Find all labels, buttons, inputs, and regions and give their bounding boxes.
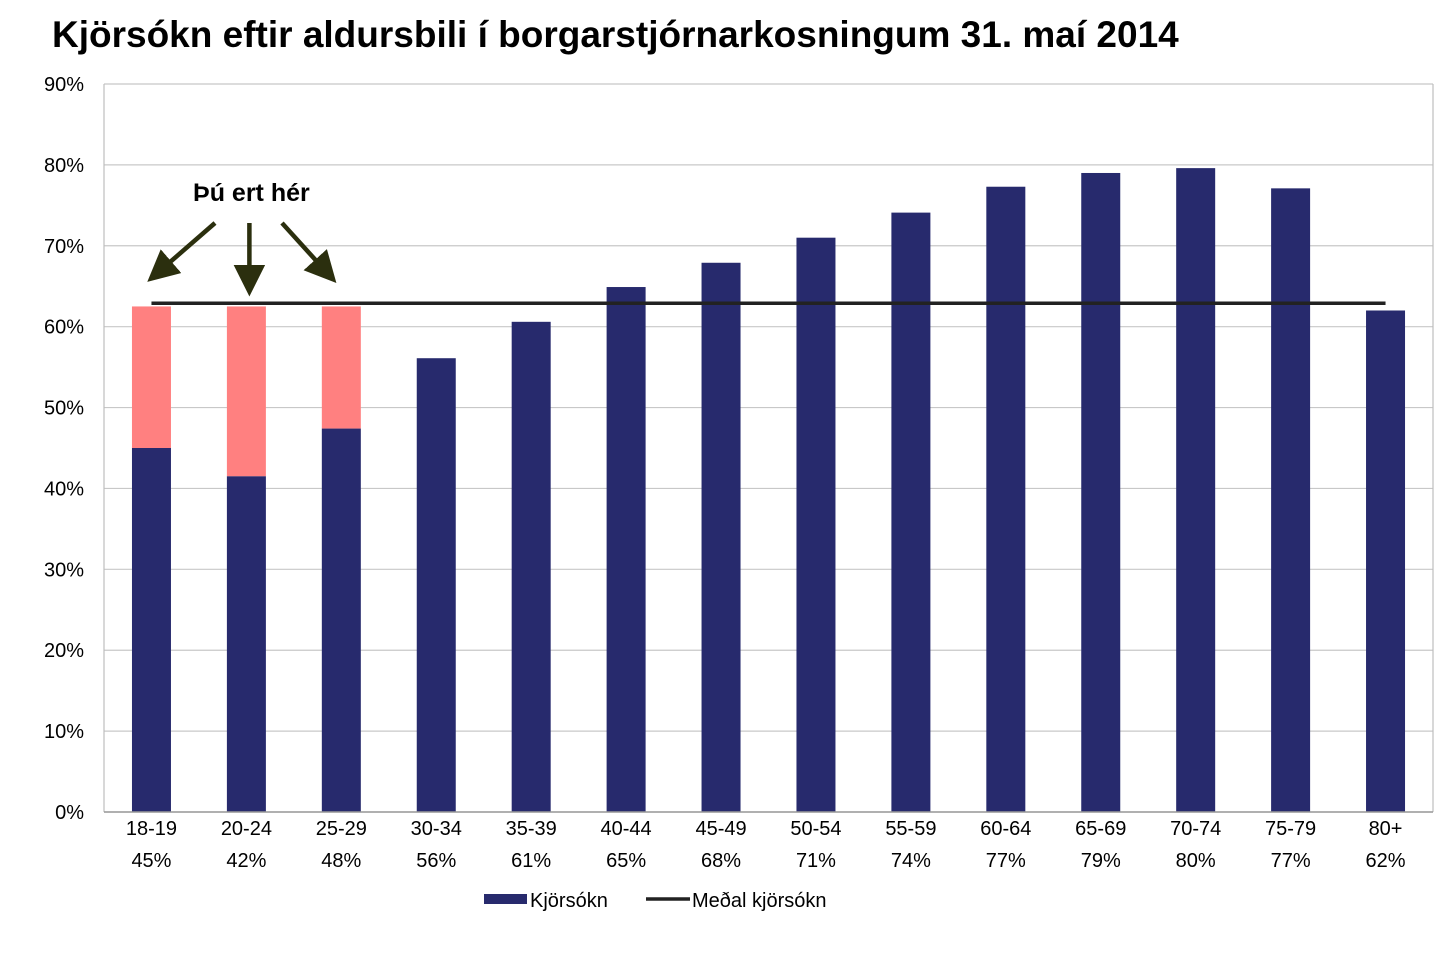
legend-swatch-bar (484, 894, 527, 904)
x-axis: 18-19 45% 20-24 42% 25-29 48% 30-34 56% 35-39 61%… (104, 811, 1433, 872)
legend-label-bar: Kjörsókn (530, 890, 608, 912)
x-tick-label: 70-74 (1170, 818, 1221, 840)
y-axis: 0% 10% 20% 30% 40% 50% 60% 70% 80% 90% (44, 74, 1434, 824)
legend: Kjörsókn Meðal kjörsókn (484, 890, 827, 912)
x-value-label: 56% (416, 850, 456, 872)
x-tick-label: 60-64 (980, 818, 1031, 840)
x-value-label: 79% (1081, 850, 1121, 872)
x-value-label: 48% (321, 850, 361, 872)
bar-18-19 (131, 448, 171, 812)
bar-80+ (1366, 310, 1406, 812)
x-value-label: 71% (796, 850, 836, 872)
x-value-label: 74% (891, 850, 931, 872)
x-value-label: 62% (1366, 850, 1406, 872)
y-tick-label: 0% (55, 802, 84, 824)
x-tick-label: 65-69 (1075, 818, 1126, 840)
bar-75-79 (1271, 188, 1311, 812)
y-tick-label: 40% (44, 478, 84, 500)
x-tick-label: 20-24 (221, 818, 272, 840)
chart-title: Kjörsókn eftir aldursbili í borgarstjórn… (52, 14, 1179, 55)
bar-70-74 (1176, 168, 1216, 812)
x-value-label: 77% (986, 850, 1026, 872)
y-tick-label: 10% (44, 721, 84, 743)
gap-bar-20-24 (226, 306, 266, 477)
x-tick-label: 80+ (1369, 818, 1403, 840)
bar-50-54 (796, 237, 836, 812)
bar-35-39 (511, 321, 551, 812)
y-tick-label: 50% (44, 398, 84, 420)
bar-30-34 (416, 358, 456, 812)
bar-65-69 (1081, 172, 1121, 812)
x-value-label: 61% (511, 850, 551, 872)
legend-label-line: Meðal kjörsókn (692, 890, 827, 912)
x-value-label: 77% (1271, 850, 1311, 872)
x-tick-label: 35-39 (506, 818, 557, 840)
x-tick-label: 40-44 (601, 818, 652, 840)
x-value-label: 68% (701, 850, 741, 872)
bar-55-59 (891, 212, 931, 812)
x-value-label: 80% (1176, 850, 1216, 872)
bars (131, 168, 1406, 813)
bar-25-29 (321, 428, 361, 812)
x-tick-label: 45-49 (695, 818, 746, 840)
annotation-arrow (147, 221, 217, 282)
x-tick-label: 30-34 (411, 818, 462, 840)
x-value-label: 45% (131, 850, 171, 872)
y-tick-label: 80% (44, 155, 84, 177)
x-tick-label: 75-79 (1265, 818, 1316, 840)
y-tick-label: 20% (44, 640, 84, 662)
x-value-label: 65% (606, 850, 646, 872)
x-tick-label: 55-59 (885, 818, 936, 840)
y-tick-label: 70% (44, 236, 84, 258)
annotation-text: Þú ert hér (193, 179, 310, 207)
bar-40-44 (606, 287, 646, 812)
bar-20-24 (226, 476, 266, 812)
annotation: Þú ert hér (147, 179, 337, 297)
y-tick-label: 60% (44, 317, 84, 339)
bar-45-49 (701, 262, 741, 813)
x-tick-label: 50-54 (790, 818, 841, 840)
x-tick-label: 25-29 (316, 818, 367, 840)
x-value-label: 42% (226, 850, 266, 872)
gap-bar-25-29 (321, 306, 361, 429)
y-tick-label: 30% (44, 559, 84, 581)
x-tick-label: 18-19 (126, 818, 177, 840)
gap-bar-18-19 (131, 306, 171, 448)
bar-60-64 (986, 186, 1026, 812)
annotation-arrow (280, 221, 337, 284)
y-tick-label: 90% (44, 74, 84, 96)
